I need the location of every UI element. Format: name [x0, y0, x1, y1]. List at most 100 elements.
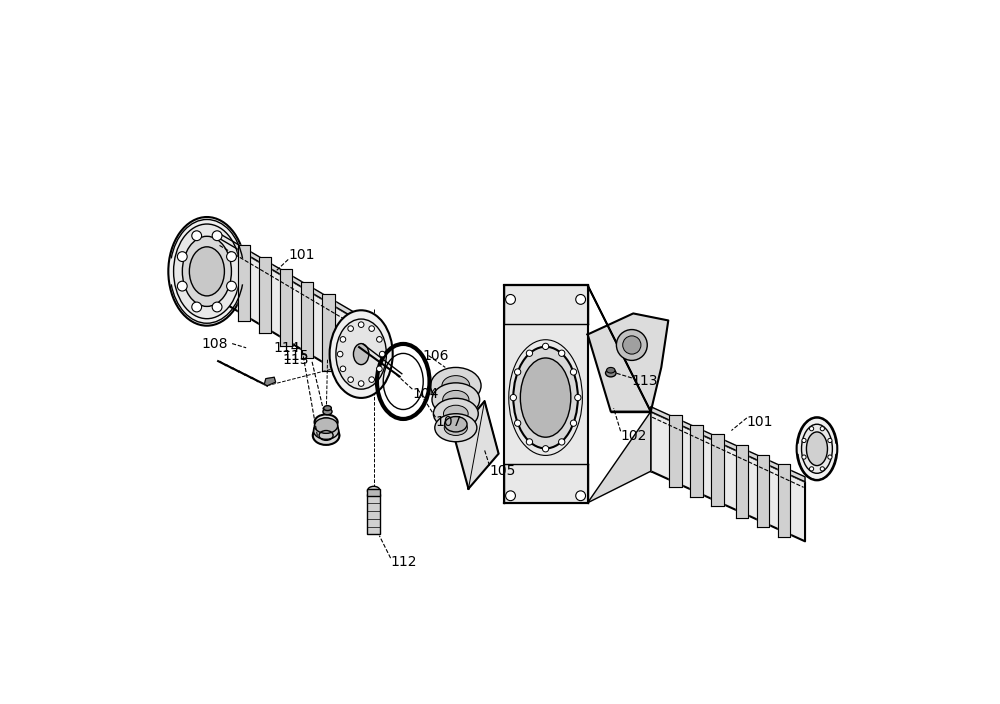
Polygon shape [651, 412, 805, 541]
Circle shape [559, 350, 565, 356]
Ellipse shape [315, 415, 338, 430]
Ellipse shape [313, 426, 339, 445]
Circle shape [379, 351, 385, 357]
Text: 108: 108 [201, 337, 228, 351]
Circle shape [177, 252, 187, 261]
Polygon shape [301, 282, 313, 358]
Circle shape [348, 377, 353, 382]
Ellipse shape [520, 358, 571, 437]
Polygon shape [711, 434, 724, 506]
Circle shape [340, 337, 346, 342]
Circle shape [227, 281, 236, 291]
Circle shape [616, 329, 647, 360]
Polygon shape [218, 233, 356, 319]
Circle shape [828, 455, 832, 459]
Circle shape [526, 439, 533, 445]
Polygon shape [778, 465, 790, 536]
Circle shape [828, 439, 832, 443]
Text: 106: 106 [423, 348, 449, 363]
Polygon shape [669, 415, 682, 487]
Circle shape [358, 322, 364, 327]
Ellipse shape [442, 376, 470, 396]
Circle shape [570, 369, 577, 375]
Ellipse shape [367, 486, 380, 496]
Ellipse shape [606, 369, 616, 377]
Ellipse shape [168, 217, 245, 326]
Text: 113: 113 [632, 375, 658, 389]
Polygon shape [264, 377, 276, 386]
Circle shape [526, 350, 533, 356]
Ellipse shape [182, 237, 231, 306]
Circle shape [348, 326, 353, 332]
Text: 113: 113 [283, 353, 309, 367]
Polygon shape [736, 446, 748, 517]
Text: 112: 112 [391, 555, 417, 570]
Ellipse shape [443, 391, 469, 409]
Polygon shape [259, 257, 271, 333]
Polygon shape [588, 285, 651, 412]
Ellipse shape [353, 344, 369, 365]
Circle shape [575, 394, 581, 401]
Circle shape [809, 467, 814, 471]
Ellipse shape [336, 319, 386, 389]
Polygon shape [651, 407, 805, 482]
Ellipse shape [324, 406, 331, 410]
Polygon shape [588, 412, 651, 503]
Circle shape [177, 281, 187, 291]
Polygon shape [454, 401, 499, 489]
Circle shape [510, 394, 516, 401]
Ellipse shape [174, 224, 240, 319]
Ellipse shape [607, 367, 615, 373]
Circle shape [809, 427, 814, 431]
Circle shape [192, 231, 202, 241]
Text: 107: 107 [435, 415, 462, 429]
Circle shape [623, 336, 641, 354]
Text: 105: 105 [489, 464, 516, 478]
Ellipse shape [802, 425, 832, 473]
Text: 114: 114 [274, 341, 300, 356]
Polygon shape [218, 238, 356, 382]
Polygon shape [238, 244, 250, 320]
Ellipse shape [320, 418, 332, 427]
Circle shape [227, 252, 236, 261]
Text: 104: 104 [412, 387, 439, 401]
Circle shape [192, 302, 202, 312]
Circle shape [570, 420, 577, 427]
Ellipse shape [806, 432, 827, 465]
Polygon shape [588, 313, 668, 412]
Circle shape [212, 231, 222, 241]
Ellipse shape [313, 422, 339, 439]
Circle shape [802, 439, 806, 443]
Circle shape [340, 366, 346, 372]
Circle shape [514, 369, 521, 375]
Ellipse shape [323, 408, 332, 415]
Ellipse shape [435, 414, 477, 441]
Ellipse shape [208, 237, 228, 301]
Bar [367, 489, 380, 496]
Polygon shape [690, 425, 703, 497]
Circle shape [576, 294, 586, 304]
Ellipse shape [189, 247, 224, 296]
Circle shape [369, 377, 374, 382]
Ellipse shape [445, 417, 467, 432]
Circle shape [820, 427, 824, 431]
Circle shape [506, 491, 515, 501]
Circle shape [820, 467, 824, 471]
Text: 115: 115 [283, 348, 309, 363]
Circle shape [542, 344, 549, 350]
Circle shape [576, 491, 586, 501]
Polygon shape [322, 294, 335, 371]
Bar [367, 494, 380, 534]
Ellipse shape [433, 398, 478, 429]
Circle shape [377, 337, 382, 342]
Ellipse shape [797, 417, 837, 480]
Ellipse shape [443, 406, 468, 422]
Ellipse shape [330, 310, 393, 398]
Text: 101: 101 [747, 415, 773, 429]
Circle shape [212, 302, 222, 312]
Circle shape [514, 420, 521, 427]
Circle shape [337, 351, 343, 357]
Ellipse shape [431, 367, 481, 404]
Ellipse shape [315, 418, 338, 434]
Ellipse shape [444, 420, 467, 436]
